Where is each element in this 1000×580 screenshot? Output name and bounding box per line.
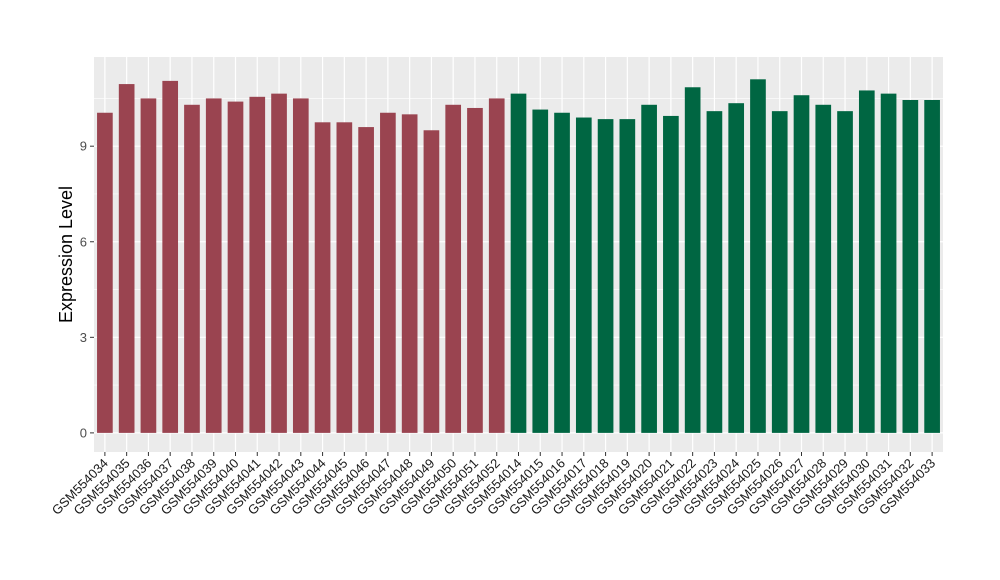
bar-GSM554047	[380, 112, 396, 433]
bar-GSM554030	[858, 90, 875, 433]
bar-GSM554051	[467, 107, 483, 433]
y-axis-title: Expression Level	[56, 186, 76, 323]
bar-GSM554041	[249, 96, 266, 433]
bar-GSM554018	[597, 119, 614, 433]
bar-GSM554040	[227, 101, 244, 433]
bar-GSM554015	[532, 109, 549, 433]
y-tick-label: 0	[80, 425, 87, 440]
bar-GSM554022	[684, 87, 701, 433]
bar-GSM554024	[728, 103, 745, 433]
bar-GSM554048	[401, 114, 418, 433]
bar-GSM554025	[750, 79, 766, 433]
bar-GSM554043	[292, 98, 309, 433]
bar-GSM554020	[641, 104, 657, 433]
bar-GSM554014	[510, 93, 527, 433]
bar-GSM554037	[162, 80, 179, 433]
bar-GSM554023	[706, 111, 723, 433]
bar-GSM554029	[837, 111, 853, 433]
bar-GSM554044	[314, 122, 331, 433]
y-axis: 0 3 6 9	[80, 139, 94, 440]
x-axis: GSM554034GSM554035GSM554036GSM554037GSM5…	[49, 452, 938, 518]
bar-GSM554038	[184, 104, 200, 433]
bar-GSM554033	[924, 100, 940, 433]
bar-GSM554017	[575, 117, 592, 433]
bar-GSM554035	[118, 84, 135, 433]
bar-GSM554049	[423, 130, 440, 433]
y-tick-label: 3	[80, 330, 87, 345]
bars-group	[97, 79, 940, 433]
bar-GSM554027	[793, 95, 810, 433]
bar-GSM554031	[880, 93, 897, 433]
bar-GSM554050	[445, 104, 462, 433]
bar-GSM554039	[205, 98, 222, 433]
bar-GSM554016	[554, 112, 570, 433]
bar-GSM554034	[97, 112, 113, 433]
bar-GSM554045	[336, 122, 353, 433]
bar-GSM554042	[271, 93, 287, 433]
y-tick-label: 6	[80, 234, 87, 249]
bar-GSM554021	[663, 115, 679, 433]
bar-GSM554046	[358, 127, 374, 433]
bar-GSM554019	[619, 119, 636, 433]
y-tick-label: 9	[80, 139, 87, 154]
bar-GSM554052	[488, 98, 505, 433]
bar-GSM554028	[815, 104, 832, 433]
bar-GSM554036	[140, 98, 157, 433]
bar-GSM554032	[902, 100, 919, 433]
bar-GSM554026	[771, 111, 788, 433]
